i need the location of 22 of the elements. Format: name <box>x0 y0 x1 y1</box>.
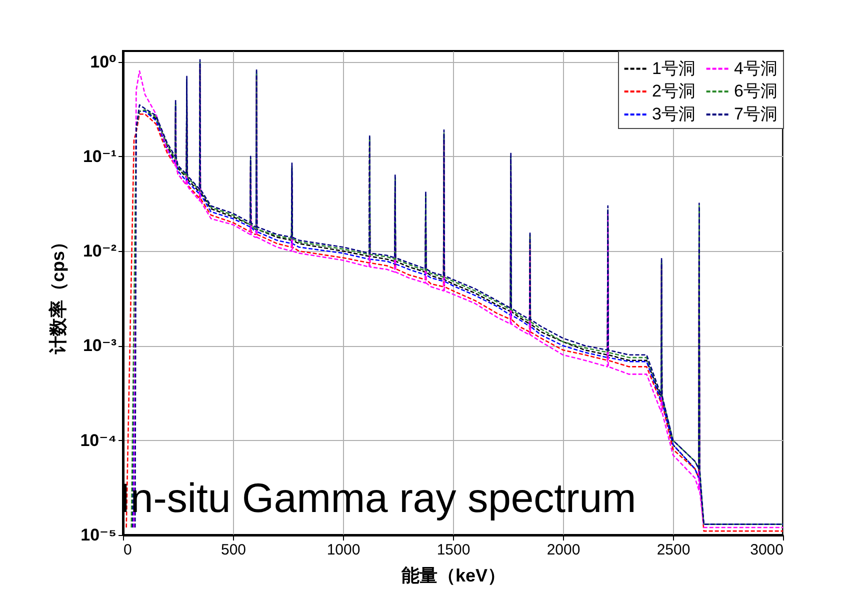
annotation: In-situ Gamma ray spectrum <box>119 475 636 521</box>
legend-label: 2号洞 <box>652 82 696 100</box>
y-tick-label: 10⁻⁵ <box>80 526 116 544</box>
legend-label: 6号洞 <box>734 82 778 100</box>
y-tick-label: 10⁰ <box>90 52 116 72</box>
x-tick-label: 3000 <box>750 542 784 558</box>
legend-label: 1号洞 <box>652 58 696 78</box>
legend-label: 7号洞 <box>734 104 778 124</box>
x-tick-label: 0 <box>124 542 132 558</box>
legend-label: 4号洞 <box>734 58 778 78</box>
x-tick-label: 2000 <box>546 542 580 558</box>
y-tick-label: 10⁻³ <box>82 336 117 356</box>
y-tick-label: 10⁻² <box>82 242 117 261</box>
x-tick-label: 1000 <box>326 542 360 558</box>
x-axis-title: 能量（keV） <box>401 566 506 586</box>
y-tick-label: 10⁻¹ <box>82 146 117 166</box>
y-tick-label: 10⁻⁴ <box>80 430 116 450</box>
x-tick-label: 2500 <box>656 542 690 558</box>
x-tick-label: 1500 <box>436 542 470 558</box>
y-axis-title: 计数率（cps） <box>48 232 68 356</box>
x-tick-label: 500 <box>220 542 246 558</box>
legend-label: 3号洞 <box>652 104 696 124</box>
